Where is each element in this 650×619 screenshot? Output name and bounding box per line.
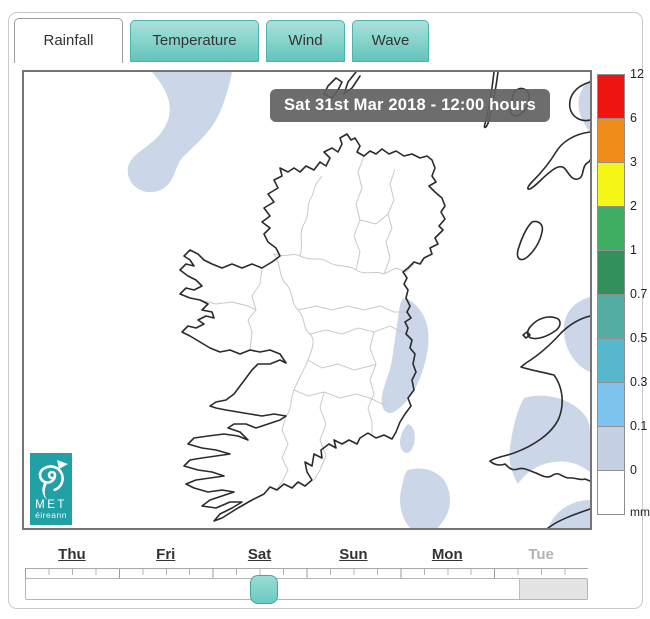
- legend-swatch: 3: [597, 155, 637, 207]
- slider-disabled-range: [519, 579, 587, 599]
- tab-temperature[interactable]: Temperature: [130, 20, 259, 62]
- legend-swatch: 0.7: [597, 287, 647, 339]
- day-label-tue: Tue: [494, 546, 588, 564]
- legend-swatch: 0 mm/: [597, 463, 650, 519]
- tab-wave[interactable]: Wave: [352, 20, 429, 62]
- legend-swatch: 0.5: [597, 331, 647, 383]
- legend-value: 0.3: [630, 375, 648, 389]
- rainfall-legend: 12 6 3 2 1 0.7 0.5 0.3 0.1 0 mm/: [597, 67, 650, 519]
- logo-subtitle: éireann: [35, 510, 67, 520]
- tab-wind[interactable]: Wind: [266, 20, 345, 62]
- legend-value: 12: [630, 67, 644, 81]
- legend-value: 0.5: [630, 331, 648, 345]
- day-label-mon: Mon: [400, 546, 494, 564]
- day-label-bar: Thu Fri Sat Sun Mon Tue: [25, 546, 588, 564]
- day-label-fri: Fri: [119, 546, 213, 564]
- time-ruler: [25, 568, 588, 579]
- legend-value: 1: [630, 243, 637, 257]
- legend-swatch: 1: [597, 243, 637, 295]
- time-slider-handle[interactable]: [250, 575, 278, 604]
- day-link-mon[interactable]: Mon: [431, 546, 463, 563]
- timestamp-overlay: Sat 31st Mar 2018 - 12:00 hours: [270, 89, 550, 122]
- day-link-sat[interactable]: Sat: [247, 546, 272, 563]
- legend-value: 2: [630, 199, 637, 213]
- met-eireann-swirl-icon: [38, 460, 68, 500]
- legend-value: 6: [630, 111, 637, 125]
- day-label-sun: Sun: [306, 546, 400, 564]
- forecast-map: Sat 31st Mar 2018 - 12:00 hours MET éire…: [22, 70, 592, 530]
- day-link-thu[interactable]: Thu: [58, 546, 86, 563]
- legend-swatch: 0.3: [597, 375, 647, 427]
- time-slider-track[interactable]: [25, 575, 588, 604]
- legend-swatch: 0.1: [597, 419, 647, 471]
- legend-value: 0: [630, 463, 637, 477]
- ruler-major-ticks: [25, 569, 588, 579]
- met-eireann-logo: MET éireann: [30, 453, 72, 525]
- county-boundaries: [199, 155, 415, 491]
- day-link-tue: Tue: [528, 546, 554, 563]
- day-label-sat: Sat: [213, 546, 307, 564]
- legend-swatch: 12: [597, 67, 644, 119]
- day-link-fri[interactable]: Fri: [156, 546, 176, 563]
- legend-value: 0.1: [630, 419, 648, 433]
- rainfall-map-graphic: [127, 72, 590, 528]
- logo-title: MET: [35, 499, 67, 511]
- legend-value: 3: [630, 155, 637, 169]
- legend-value: 0.7: [630, 287, 648, 301]
- tab-rainfall[interactable]: Rainfall: [14, 18, 123, 63]
- legend-unit-label: mm/: [630, 505, 650, 519]
- day-link-sun[interactable]: Sun: [339, 546, 368, 563]
- day-label-thu: Thu: [25, 546, 119, 564]
- legend-swatch: 6: [597, 111, 637, 163]
- legend-swatch: 2: [597, 199, 637, 251]
